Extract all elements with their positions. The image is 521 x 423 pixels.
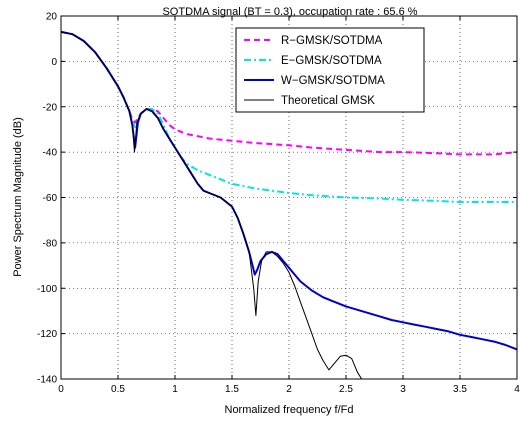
legend-box (235, 27, 425, 113)
y-tick-label: -140 (37, 375, 57, 386)
y-tick-label: -40 (43, 148, 58, 159)
y-tick-label: -60 (43, 193, 58, 204)
y-tick-label: -120 (37, 329, 57, 340)
x-tick-label: 0.5 (111, 384, 125, 395)
x-tick-label: 3 (400, 384, 406, 395)
y-tick-label: -100 (37, 284, 57, 295)
x-tick-label: 1.5 (225, 384, 239, 395)
chart-title: SOTDMA signal (BT = 0.3), occupation rat… (162, 6, 417, 18)
legend: R−GMSK/SOTDMA E−GMSK/SOTDMA W−GMSK/SOTDMA T… (235, 27, 425, 113)
x-tick-label: 2.5 (339, 384, 353, 395)
y-tick-label: 0 (51, 57, 57, 68)
x-tick-label: 1 (172, 384, 178, 395)
series-line-3 (61, 30, 517, 351)
y-axis-label: Power Spectrum Magnitude (dB) (12, 117, 24, 277)
series-line-4 (61, 31, 363, 379)
legend-label: R−GMSK/SOTDMA (281, 35, 383, 47)
legend-label: E−GMSK/SOTDMA (281, 55, 382, 67)
legend-label: W−GMSK/SOTDMA (281, 75, 385, 87)
x-tick-label: 4 (514, 384, 520, 395)
x-tick-label: 0 (58, 384, 64, 395)
y-tick-label: -80 (43, 238, 58, 249)
y-tick-label: -20 (43, 102, 58, 113)
series-group (61, 30, 517, 379)
x-axis-label: Normalized frequency f/Fd (225, 404, 354, 416)
legend-label: Theoretical GMSK (281, 95, 375, 107)
x-tick-label: 3.5 (453, 384, 467, 395)
x-tick-label: 2 (286, 384, 292, 395)
y-tick-label: 20 (46, 12, 58, 23)
axis-ticks: 0 0.5 1 1.5 2 2.5 3 3.5 4 -140 -120 -100 -80 -60 -40 -2… (37, 12, 520, 396)
